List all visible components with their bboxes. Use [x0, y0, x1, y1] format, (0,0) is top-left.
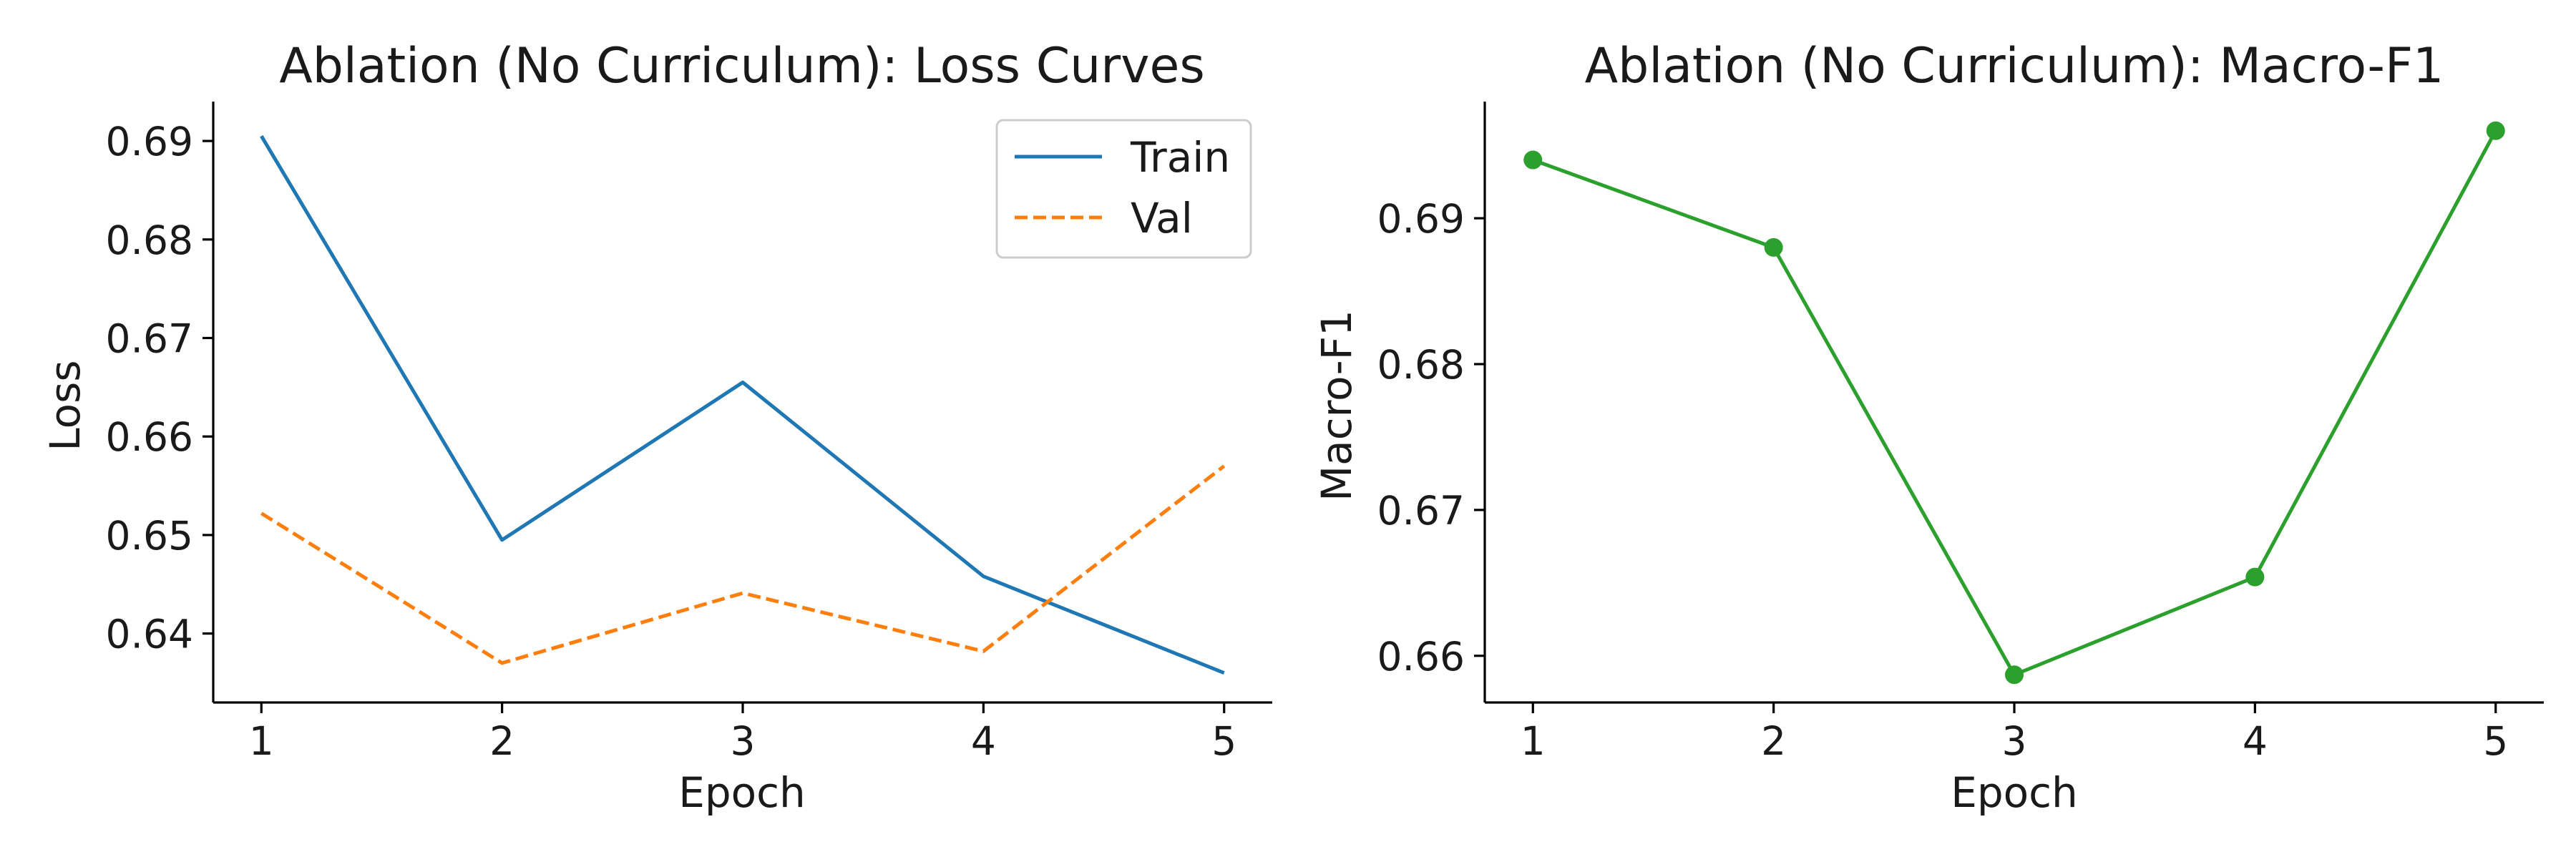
x-tick-label: 1: [249, 718, 274, 764]
series-line-train: [260, 134, 1225, 675]
legend-label-train: Train: [1130, 133, 1230, 182]
y-tick-label: 0.66: [1377, 634, 1465, 680]
data-point: [2486, 121, 2505, 140]
y-tick-label: 0.67: [1377, 488, 1465, 534]
y-tick-label: 0.68: [1377, 342, 1465, 388]
y-tick-label: 0.65: [106, 513, 193, 559]
legend: Train Val: [995, 119, 1252, 259]
chart-title: Ablation (No Curriculum): Macro-F1: [1585, 38, 2444, 94]
x-axis-label: Epoch: [1951, 768, 2078, 817]
y-ticks: 0.64 0.65 0.66 0.67 0.68 0.69: [106, 119, 213, 657]
macro-f1-chart: Ablation (No Curriculum): Macro-F1 Epoch…: [1312, 38, 2544, 817]
legend-frame: [995, 119, 1252, 259]
data-point: [1523, 150, 1543, 170]
x-tick-label: 2: [1761, 718, 1786, 764]
x-tick-label: 5: [1211, 718, 1236, 764]
x-tick-label: 4: [971, 718, 996, 764]
y-tick-label: 0.66: [106, 414, 193, 460]
loss-chart: Ablation (No Curriculum): Loss Curves Ep…: [41, 38, 1272, 817]
data-point: [2005, 665, 2024, 685]
data-point: [1764, 237, 1783, 257]
series-group: [260, 134, 1226, 675]
series-line-val: [260, 464, 1226, 665]
series-group: [1523, 121, 2505, 685]
y-ticks: 0.66 0.67 0.68 0.69: [1377, 196, 1485, 680]
x-tick-label: 2: [489, 718, 514, 764]
x-tick-label: 3: [2002, 718, 2027, 764]
x-tick-label: 4: [2243, 718, 2268, 764]
y-tick-label: 0.67: [106, 315, 193, 361]
x-tick-label: 1: [1521, 718, 1546, 764]
y-tick-label: 0.68: [106, 217, 193, 263]
y-axis-label: Macro-F1: [1312, 310, 1361, 501]
x-ticks: 1 2 3 4 5: [1521, 702, 2508, 764]
data-point: [2245, 567, 2265, 587]
x-ticks: 1 2 3 4 5: [249, 702, 1236, 764]
y-tick-label: 0.69: [106, 119, 193, 165]
y-axis-label: Loss: [41, 360, 89, 451]
x-tick-label: 3: [731, 718, 756, 764]
y-tick-label: 0.64: [106, 612, 193, 657]
x-tick-label: 5: [2483, 718, 2508, 764]
legend-label-val: Val: [1131, 194, 1193, 243]
y-tick-label: 0.69: [1377, 196, 1465, 242]
x-axis-label: Epoch: [678, 768, 806, 817]
series-line-macro-f1: [1532, 129, 2497, 677]
chart-title: Ablation (No Curriculum): Loss Curves: [279, 38, 1205, 94]
